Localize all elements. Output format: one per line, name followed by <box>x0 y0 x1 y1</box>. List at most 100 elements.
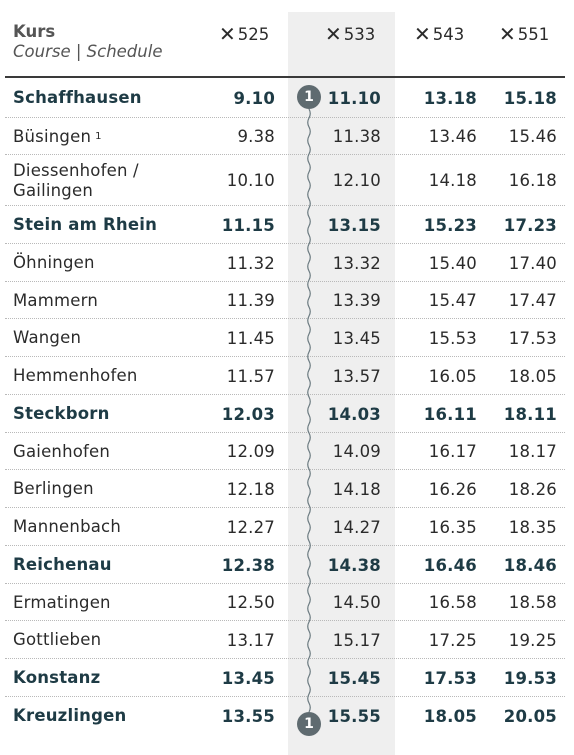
table-header: Kurs Course | Schedule ✕ 525 ✕ 533 ✕ 543… <box>5 12 565 78</box>
stop-label: Gottlieben <box>13 630 102 649</box>
departure-time: 11.32 <box>226 253 275 273</box>
table-row: Mannenbach 12.27 14.27 16.35 18.35 <box>5 508 565 546</box>
departure-time: 11.38 <box>332 127 381 146</box>
course-number: 543 <box>432 24 465 44</box>
departure-time: 17.47 <box>508 291 557 310</box>
departure-time: 9.38 <box>237 127 275 146</box>
departure-time: 17.40 <box>508 253 557 273</box>
departure-time: 14.03 <box>327 404 381 424</box>
fork-knife-icon: ✕ <box>499 22 516 46</box>
stop-name: Stein am Rhein <box>13 206 213 244</box>
stop-label: Hemmenhofen <box>13 366 138 385</box>
departure-time: 16.35 <box>428 517 477 537</box>
departure-time: 17.53 <box>508 328 557 348</box>
departure-time: 14.50 <box>332 593 381 612</box>
departure-time: 12.18 <box>226 479 275 499</box>
departure-time: 16.58 <box>428 593 477 612</box>
stop-name: Mannenbach <box>13 508 213 546</box>
course-header-525: ✕ 525 <box>219 24 269 44</box>
stop-name: Öhningen <box>13 244 213 282</box>
departure-time: 18.17 <box>508 442 557 461</box>
table-row: Ermatingen 12.50 14.50 16.58 18.58 <box>5 584 565 621</box>
stop-label: Konstanz <box>13 668 101 687</box>
departure-time: 11.57 <box>226 366 275 386</box>
table-row: Gottlieben 13.17 15.17 17.25 19.25 <box>5 621 565 659</box>
departure-time: 12.10 <box>332 171 381 190</box>
stop-label: Mannenbach <box>13 517 121 536</box>
departure-time: 18.05 <box>508 366 557 386</box>
stop-name: Diessenhofen / Gailingen <box>13 155 213 206</box>
departure-time: 14.27 <box>332 517 381 537</box>
departure-time: 15.18 <box>503 88 557 108</box>
departure-time: 16.05 <box>428 366 477 386</box>
departure-time: 18.11 <box>503 404 557 424</box>
course-number: 533 <box>343 24 376 44</box>
note-marker-badge: 1 <box>297 85 321 109</box>
departure-time: 18.26 <box>508 479 557 499</box>
departure-time: 18.58 <box>508 593 557 612</box>
table-row: Diessenhofen / Gailingen 10.10 12.10 14.18 1… <box>5 155 565 206</box>
departure-time: 13.15 <box>327 215 381 235</box>
table-row: Reichenau 12.38 14.38 16.46 18.46 <box>5 546 565 584</box>
table-row: Konstanz 13.45 15.45 17.53 19.53 <box>5 659 565 697</box>
departure-time: 15.55 <box>327 706 381 726</box>
fork-knife-icon: ✕ <box>219 22 236 46</box>
departure-time: 15.23 <box>423 215 477 235</box>
departure-time: 16.46 <box>423 555 477 575</box>
departure-time: 11.15 <box>221 215 275 235</box>
stop-label: Schaffhausen <box>13 88 142 107</box>
stop-name: Reichenau <box>13 546 213 584</box>
course-header-543: ✕ 543 <box>414 24 464 44</box>
table-row: Mammern 11.39 13.39 15.47 17.47 <box>5 282 565 319</box>
departure-time: 13.18 <box>423 88 477 108</box>
departure-time: 14.09 <box>332 442 381 461</box>
departure-time: 15.53 <box>428 328 477 348</box>
stop-name: Hemmenhofen <box>13 357 213 395</box>
stop-label: Mammern <box>13 290 98 310</box>
stop-name: Schaffhausen <box>13 78 213 118</box>
stop-label: Kreuzlingen <box>13 706 127 725</box>
stop-label: Steckborn <box>13 404 110 423</box>
course-number: 551 <box>517 24 550 44</box>
table-row: Büsingen 1 9.38 11.38 13.46 15.46 <box>5 118 565 155</box>
table-row: Öhningen 11.32 13.32 15.40 17.40 <box>5 244 565 282</box>
departure-time: 13.46 <box>428 127 477 146</box>
departure-time: 13.55 <box>221 706 275 726</box>
stop-label: Diessenhofen / Gailingen <box>13 160 139 200</box>
departure-time: 15.45 <box>327 668 381 688</box>
departure-time: 17.23 <box>503 215 557 235</box>
table-row: Gaienhofen 12.09 14.09 16.17 18.17 <box>5 433 565 470</box>
departure-time: 16.11 <box>423 404 477 424</box>
stop-name: Berlingen <box>13 470 213 508</box>
departure-time: 18.46 <box>503 555 557 575</box>
departure-time: 13.45 <box>332 328 381 348</box>
departure-time: 13.32 <box>332 253 381 273</box>
highlighted-course-column <box>288 12 395 755</box>
departure-time: 12.03 <box>221 404 275 424</box>
departure-time: 14.38 <box>327 555 381 575</box>
departure-time: 12.50 <box>226 593 275 612</box>
departure-time: 14.18 <box>428 171 477 190</box>
departure-time: 16.18 <box>508 171 557 190</box>
departure-time: 12.38 <box>221 555 275 575</box>
header-subtitle: Course | Schedule <box>13 42 163 61</box>
departure-time: 13.45 <box>221 668 275 688</box>
stop-name: Steckborn <box>13 395 213 433</box>
departure-time: 18.05 <box>423 706 477 726</box>
stop-label: Büsingen <box>13 126 92 146</box>
table-row: Hemmenhofen 11.57 13.57 16.05 18.05 <box>5 357 565 395</box>
departure-time: 10.10 <box>226 171 275 190</box>
departure-time: 13.39 <box>332 291 381 310</box>
stop-label: Ermatingen <box>13 592 111 612</box>
departure-time: 16.26 <box>428 479 477 499</box>
note-marker-badge: 1 <box>297 712 321 736</box>
departure-time: 12.27 <box>226 517 275 537</box>
table-row: Stein am Rhein 11.15 13.15 15.23 17.23 <box>5 206 565 244</box>
stop-label: Reichenau <box>13 555 112 574</box>
departure-time: 17.25 <box>428 630 477 650</box>
stop-name: Gottlieben <box>13 621 213 659</box>
departure-time: 11.45 <box>226 328 275 348</box>
table-row: Steckborn 12.03 14.03 16.11 18.11 <box>5 395 565 433</box>
